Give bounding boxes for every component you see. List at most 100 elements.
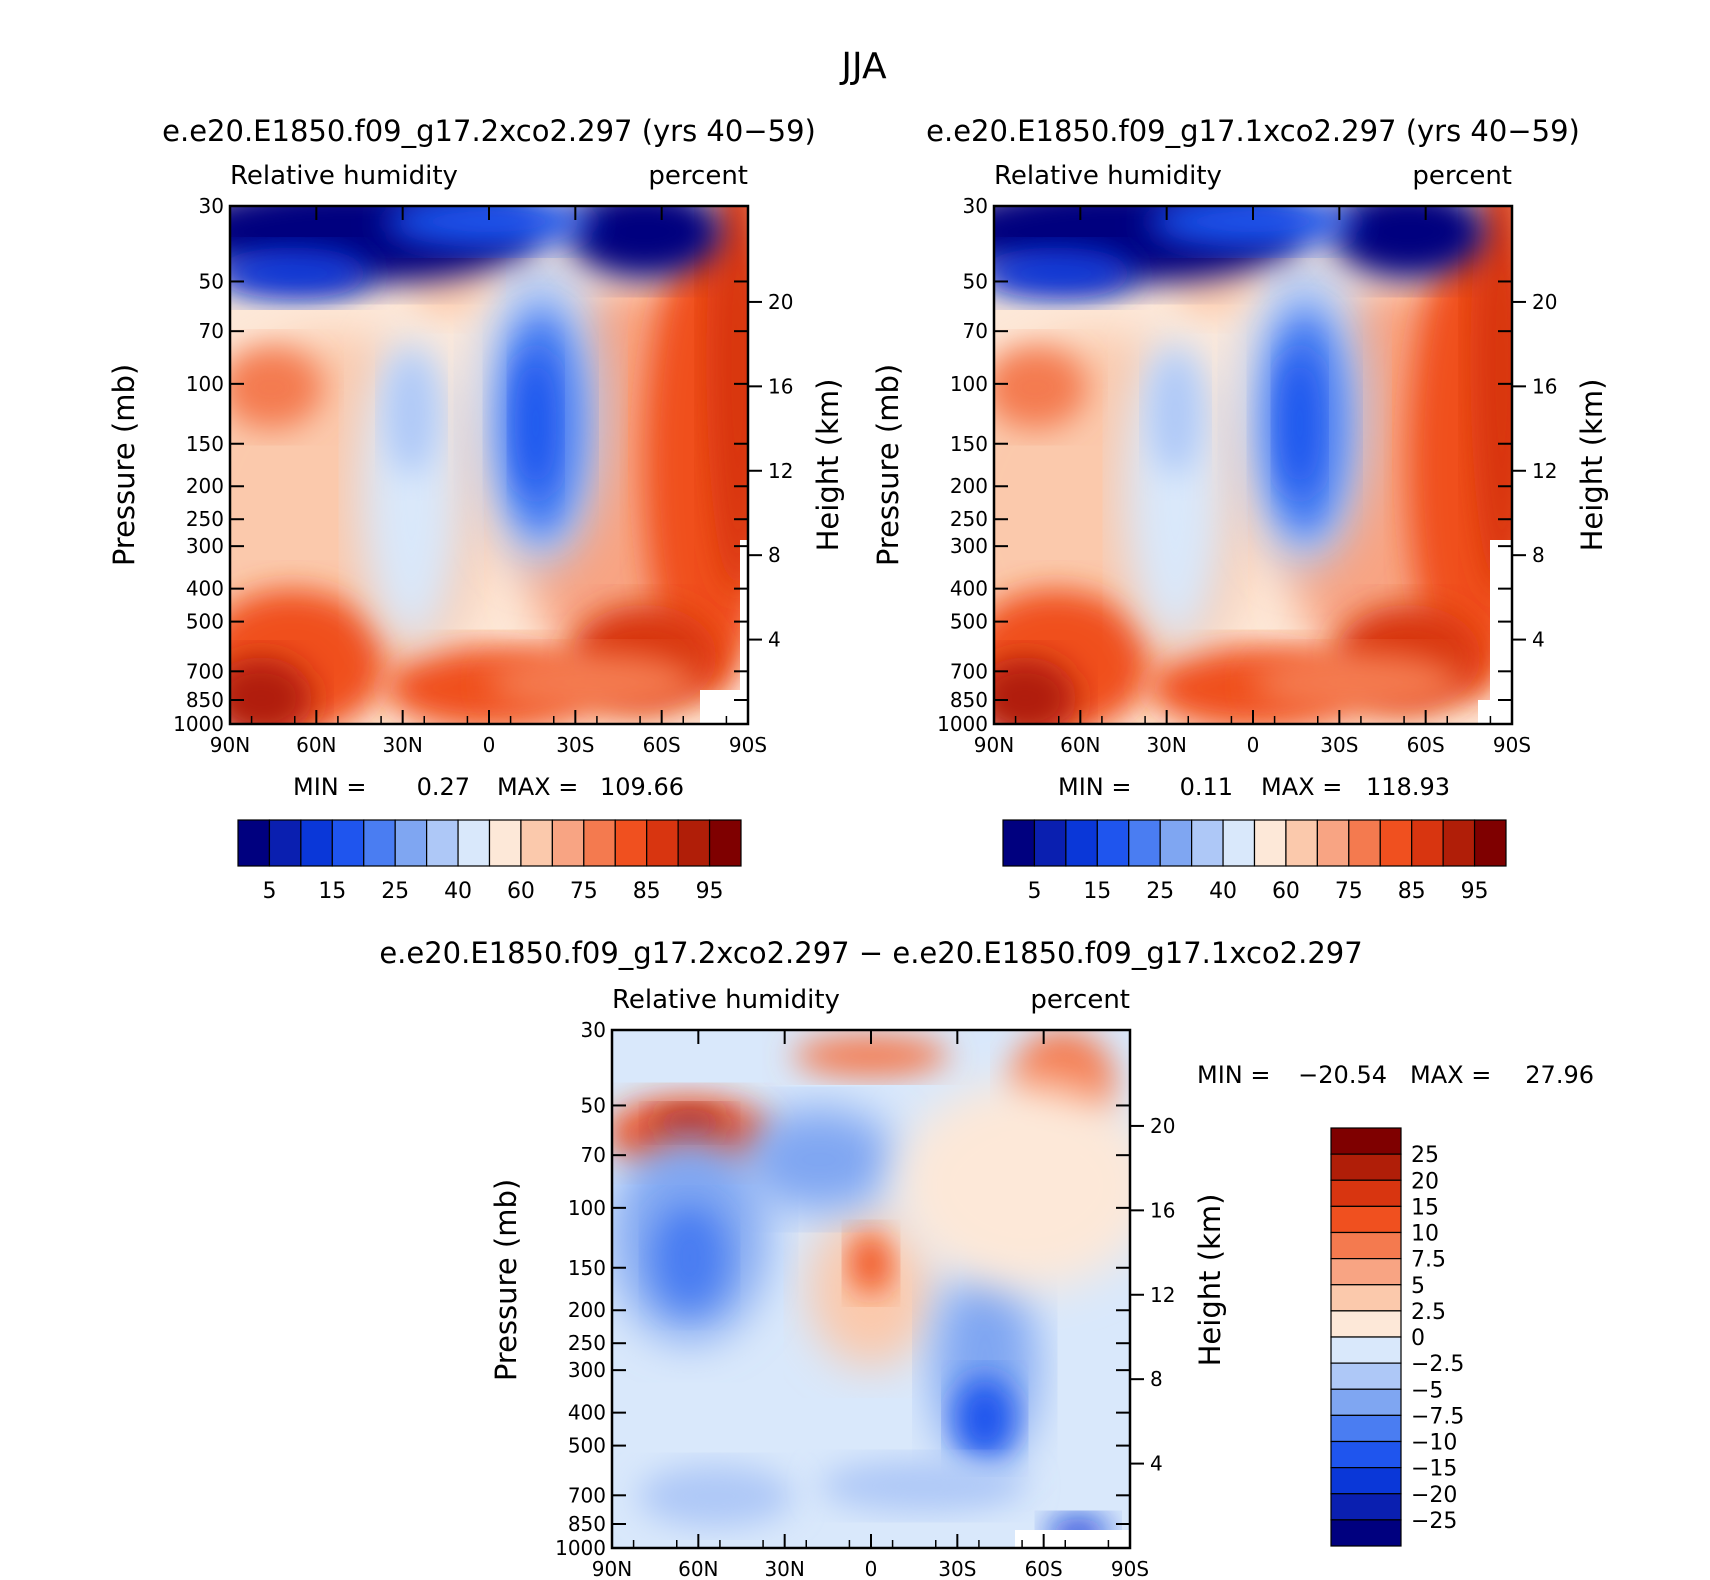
- y-tick-label: 150: [568, 1256, 606, 1280]
- colorbar-label: 85: [1398, 879, 1426, 904]
- x-tick-label: 30S: [556, 733, 594, 757]
- colorbar-label: −15: [1411, 1457, 1457, 1482]
- contour-region: [230, 247, 370, 300]
- contour-region: [385, 206, 593, 248]
- colorbar-swatch: [1330, 1310, 1402, 1338]
- colorbar-label: 15: [1411, 1195, 1439, 1220]
- x-tick-label: 90S: [729, 733, 767, 757]
- colorbar-label: 85: [633, 879, 661, 904]
- variable-label: Relative humidity: [994, 161, 1222, 191]
- y-tick-label: 700: [186, 659, 224, 683]
- x-tick-label: 30S: [1320, 733, 1358, 757]
- x-tick-label: 30N: [382, 733, 422, 757]
- contour-region: [819, 1459, 1027, 1512]
- colorbar-swatch: [1330, 1258, 1402, 1286]
- colorbar-swatch: [1379, 819, 1413, 867]
- colorbar-label: −10: [1411, 1431, 1457, 1456]
- missing-data-region: [740, 540, 748, 724]
- colorbar-swatch: [1222, 819, 1256, 867]
- colorbar-label: 15: [318, 879, 346, 904]
- colorbar-label: 2.5: [1411, 1300, 1446, 1325]
- x-tick-label: 30N: [764, 1557, 804, 1580]
- contour-field: [994, 206, 1512, 724]
- max-value: 109.66: [600, 773, 684, 801]
- contour-region: [741, 1107, 897, 1212]
- height-ticks: 20 16 12 8 4: [1512, 290, 1557, 652]
- y-tick-label: 500: [186, 610, 224, 634]
- panel-title: e.e20.E1850.f09_g17.1xco2.297 (yrs 40−59…: [926, 114, 1580, 148]
- field-blobs: [612, 1030, 1130, 1548]
- colorbar-label: 60: [507, 879, 535, 904]
- max-label: MAX =: [497, 773, 578, 801]
- y2-tick-label: 12: [1150, 1283, 1175, 1307]
- colorbar-swatch: [1033, 819, 1067, 867]
- y2-axis-label: Height (km): [1575, 379, 1609, 552]
- min-max-readout: MIN = 0.11 MAX = 118.93: [1058, 773, 1450, 801]
- y-tick-label: 200: [950, 474, 988, 498]
- field-blobs: [230, 206, 748, 724]
- field-blobs: [994, 206, 1512, 724]
- min-value: −20.54: [1298, 1061, 1387, 1089]
- variable-label: Relative humidity: [612, 985, 840, 1015]
- colorbar-label: −2.5: [1411, 1352, 1464, 1377]
- y2-tick-label: 8: [768, 543, 781, 567]
- colorbar-label: 40: [444, 879, 472, 904]
- colorbar-swatch: [394, 819, 428, 867]
- y-tick-label: 300: [568, 1358, 606, 1382]
- y2-tick-label: 4: [768, 628, 781, 652]
- colorbar-swatch: [1473, 819, 1507, 867]
- contour-region: [896, 1081, 1130, 1289]
- panel-difference: e.e20.E1850.f09_g17.2xco2.297 − e.e20.E1…: [379, 936, 1594, 1580]
- y-tick-label: 70: [199, 319, 224, 343]
- contour-region: [653, 1206, 726, 1310]
- y2-tick-label: 12: [768, 459, 793, 483]
- colorbar-label: 40: [1209, 879, 1237, 904]
- x-tick-label: 90S: [1111, 1557, 1149, 1580]
- colorbar-swatch: [1159, 819, 1193, 867]
- colorbar-label: 25: [1411, 1143, 1439, 1168]
- colorbar-swatch: [1330, 1493, 1402, 1521]
- y-tick-label: 1000: [937, 712, 988, 736]
- x-tick-label: 60S: [643, 733, 681, 757]
- y-tick-label: 400: [568, 1401, 606, 1425]
- height-ticks: 20 16 12 8 4: [1130, 1114, 1175, 1476]
- y2-tick-label: 16: [1532, 374, 1557, 398]
- y-tick-label: 30: [963, 194, 988, 218]
- y2-tick-label: 20: [1150, 1114, 1175, 1138]
- y-axis-label: Pressure (mb): [489, 1179, 523, 1381]
- contour-region: [706, 206, 748, 595]
- colorbar-swatch: [1191, 819, 1224, 867]
- missing-data-region: [1015, 1530, 1130, 1548]
- contour-region: [566, 206, 723, 279]
- y-tick-label: 70: [581, 1143, 606, 1167]
- latitude-ticks: 90N 60N 30N 0 30S 60S 90S: [592, 1030, 1149, 1580]
- y2-tick-label: 4: [1150, 1452, 1163, 1476]
- y-axis-label: Pressure (mb): [107, 364, 141, 566]
- colorbar-swatch: [646, 819, 679, 867]
- y-tick-label: 500: [950, 610, 988, 634]
- latitude-ticks: 90N 60N 30N 0 30S 60S 90S: [210, 206, 767, 757]
- colorbar-swatch: [1330, 1284, 1402, 1312]
- contour-field: [612, 1030, 1130, 1548]
- y-tick-label: 850: [186, 688, 224, 712]
- contour-region: [793, 1035, 949, 1077]
- y-tick-label: 400: [950, 577, 988, 601]
- x-tick-label: 60N: [1060, 733, 1100, 757]
- y-tick-label: 700: [568, 1483, 606, 1507]
- colorbar-label: 15: [1083, 879, 1111, 904]
- colorbar-swatch: [1065, 819, 1098, 867]
- units-label: percent: [1030, 985, 1130, 1015]
- units-label: percent: [1412, 161, 1512, 191]
- missing-data-region: [1490, 540, 1512, 724]
- y2-tick-label: 16: [1150, 1198, 1175, 1222]
- y-tick-label: 30: [199, 194, 224, 218]
- colorbar-swatch: [551, 819, 585, 867]
- y-tick-label: 200: [568, 1298, 606, 1322]
- y2-tick-label: 4: [1532, 628, 1545, 652]
- y-tick-label: 250: [568, 1331, 606, 1355]
- y-tick-label: 100: [568, 1196, 606, 1220]
- colorbar-label: 60: [1272, 879, 1300, 904]
- colorbar-swatch: [1330, 1467, 1402, 1495]
